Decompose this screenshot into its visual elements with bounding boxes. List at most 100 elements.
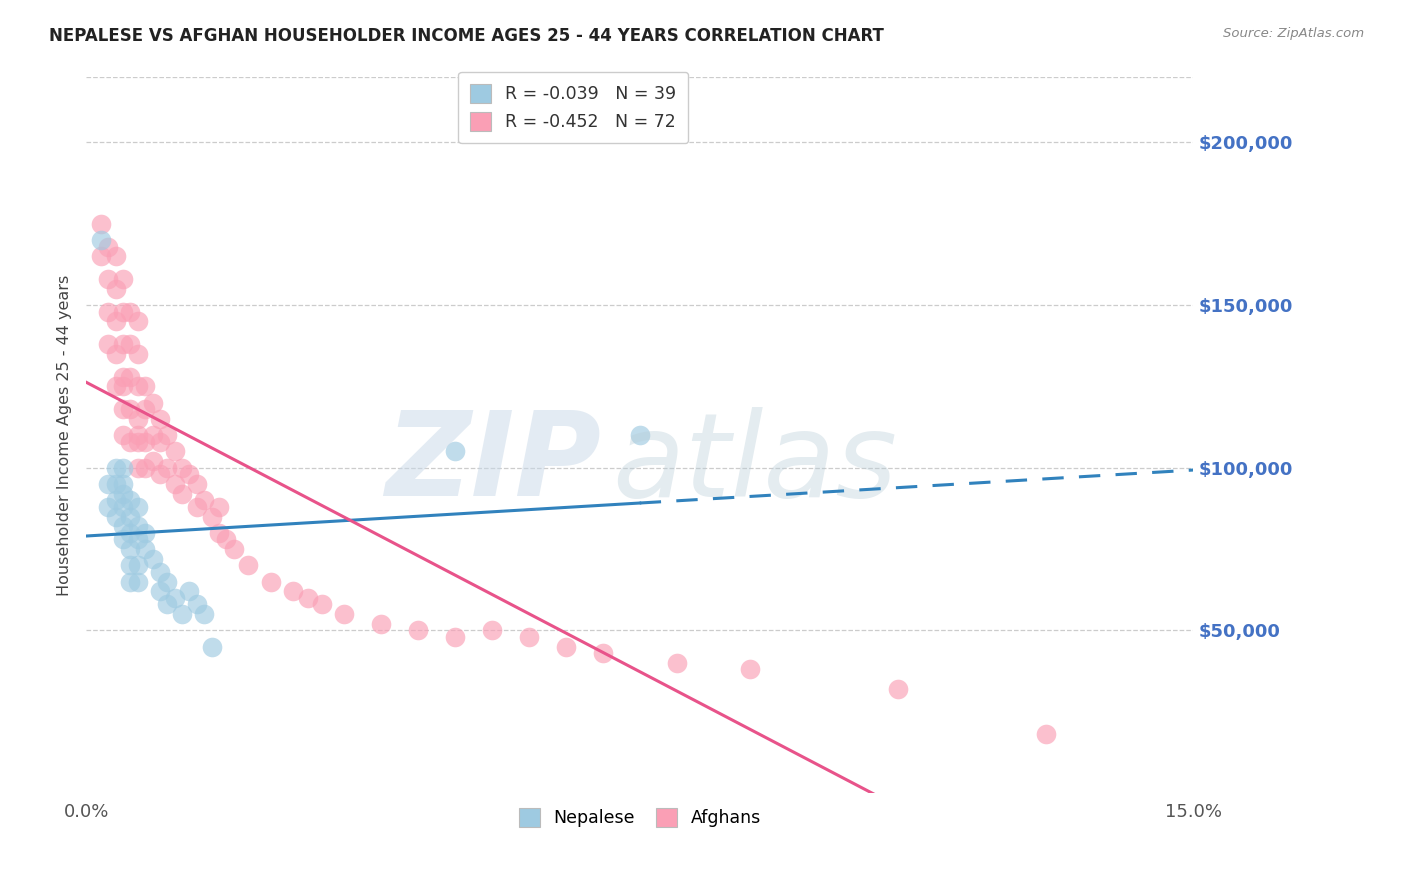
Point [111, 304, 134, 318]
Point [156, 598, 179, 612]
Point [120, 509, 142, 524]
Text: atlas: atlas [612, 407, 897, 521]
Point [134, 434, 156, 449]
Point [97, 337, 120, 351]
Point [111, 533, 134, 547]
Point [111, 519, 134, 533]
Point [104, 379, 127, 393]
Point [134, 460, 156, 475]
Point [517, 630, 540, 644]
Point [149, 584, 172, 599]
Point [156, 460, 179, 475]
Point [740, 662, 762, 676]
Point [481, 624, 503, 638]
Point [111, 402, 134, 417]
Point [134, 379, 156, 393]
Point [163, 477, 186, 491]
Point [104, 249, 127, 263]
Point [200, 509, 222, 524]
Point [120, 558, 142, 573]
Point [111, 477, 134, 491]
Point [259, 574, 281, 589]
Point [193, 607, 215, 621]
Point [104, 347, 127, 361]
Point [127, 533, 149, 547]
Point [97, 239, 120, 253]
Point [170, 460, 193, 475]
Point [127, 519, 149, 533]
Point [111, 337, 134, 351]
Point [163, 591, 186, 605]
Point [120, 304, 142, 318]
Point [120, 525, 142, 540]
Point [141, 551, 163, 566]
Point [127, 574, 149, 589]
Point [127, 347, 149, 361]
Point [104, 460, 127, 475]
Point [163, 444, 186, 458]
Point [665, 656, 688, 670]
Point [120, 402, 142, 417]
Point [333, 607, 356, 621]
Point [222, 542, 245, 557]
Point [120, 574, 142, 589]
Point [127, 314, 149, 328]
Point [104, 314, 127, 328]
Point [97, 500, 120, 514]
Point [179, 467, 201, 482]
Point [127, 412, 149, 426]
Point [97, 272, 120, 286]
Point [297, 591, 319, 605]
Point [120, 542, 142, 557]
Point [444, 630, 467, 644]
Point [149, 565, 172, 579]
Point [111, 369, 134, 384]
Point [127, 379, 149, 393]
Point [200, 640, 222, 654]
Point [281, 584, 304, 599]
Text: Source: ZipAtlas.com: Source: ZipAtlas.com [1223, 27, 1364, 40]
Point [104, 509, 127, 524]
Point [97, 477, 120, 491]
Point [127, 460, 149, 475]
Point [127, 558, 149, 573]
Point [887, 681, 910, 696]
Point [111, 379, 134, 393]
Point [156, 574, 179, 589]
Point [134, 542, 156, 557]
Point [149, 434, 172, 449]
Point [193, 493, 215, 508]
Point [120, 434, 142, 449]
Text: NEPALESE VS AFGHAN HOUSEHOLDER INCOME AGES 25 - 44 YEARS CORRELATION CHART: NEPALESE VS AFGHAN HOUSEHOLDER INCOME AG… [49, 27, 884, 45]
Point [90, 249, 112, 263]
Point [111, 460, 134, 475]
Point [134, 525, 156, 540]
Point [120, 337, 142, 351]
Point [120, 493, 142, 508]
Point [208, 525, 231, 540]
Point [592, 646, 614, 660]
Point [215, 533, 238, 547]
Point [104, 282, 127, 296]
Point [141, 454, 163, 468]
Point [111, 487, 134, 501]
Text: ZIP: ZIP [385, 407, 600, 521]
Point [186, 500, 208, 514]
Point [111, 428, 134, 442]
Point [628, 428, 651, 442]
Point [111, 500, 134, 514]
Point [149, 412, 172, 426]
Point [170, 487, 193, 501]
Point [406, 624, 429, 638]
Point [554, 640, 576, 654]
Point [311, 598, 333, 612]
Point [141, 428, 163, 442]
Point [156, 428, 179, 442]
Point [97, 304, 120, 318]
Point [149, 467, 172, 482]
Y-axis label: Householder Income Ages 25 - 44 years: Householder Income Ages 25 - 44 years [58, 275, 72, 596]
Point [111, 272, 134, 286]
Point [444, 444, 467, 458]
Point [370, 616, 392, 631]
Point [104, 493, 127, 508]
